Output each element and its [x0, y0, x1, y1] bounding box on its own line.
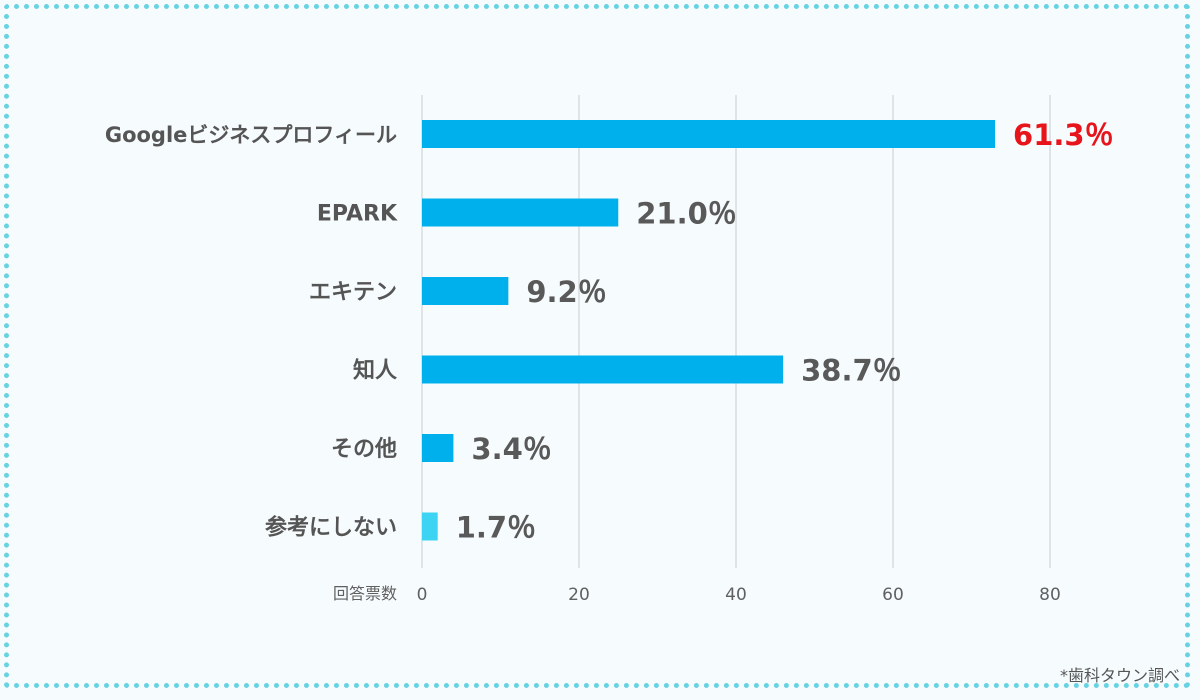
gridlines [421, 95, 1051, 568]
x-tick-label: 0 [417, 585, 428, 605]
category-label: 参考にしない [265, 515, 397, 541]
x-tick-label: 40 [725, 585, 747, 605]
bar [422, 355, 784, 384]
bar [422, 434, 454, 462]
category-label: エキテン [309, 280, 397, 305]
bar [422, 198, 619, 227]
bar [422, 277, 509, 305]
category-label: その他 [331, 437, 397, 462]
bar [422, 512, 438, 541]
bars [422, 120, 996, 541]
x-tick-label: 60 [882, 585, 904, 605]
data-label: 61.3％ [1013, 118, 1114, 152]
data-label: 9.2％ [526, 275, 606, 309]
category-label: EPARK [317, 202, 398, 227]
x-tick-label: 20 [568, 585, 590, 605]
labels: Googleビジネスプロフィール 61.3％ EPARK 21.0％ エキテン 9.2％ 知… [105, 118, 1114, 545]
x-axis: 回答票数 0 20 40 60 80 [333, 584, 1061, 605]
x-axis-title: 回答票数 [333, 584, 397, 603]
data-label: 38.7％ [801, 354, 902, 388]
category-label: 知人 [353, 358, 397, 384]
chart-frame [4, 4, 1190, 688]
category-label: Googleビジネスプロフィール [105, 123, 397, 147]
data-label: 3.4％ [471, 432, 551, 466]
bar [422, 120, 996, 148]
x-tick-label: 80 [1039, 585, 1061, 605]
data-label: 1.7％ [456, 511, 536, 545]
data-label: 21.0％ [636, 197, 737, 231]
source-note: *歯科タウン調べ [1059, 666, 1180, 685]
